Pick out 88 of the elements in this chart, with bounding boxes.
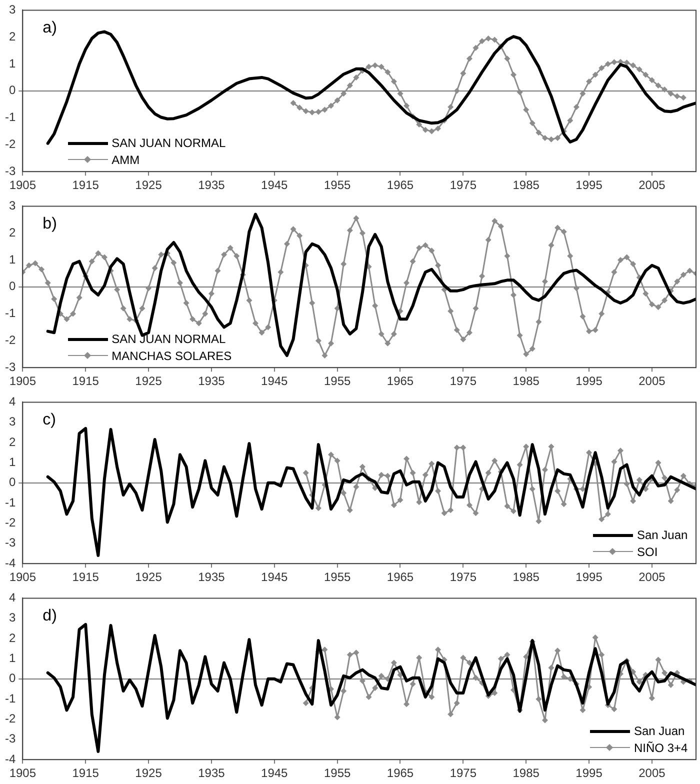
x-tick-label: 1965 bbox=[386, 178, 414, 192]
y-tick-label: 3 bbox=[8, 610, 16, 625]
x-tick-label: 1985 bbox=[512, 766, 540, 780]
x-tick-label: 1985 bbox=[512, 374, 540, 388]
x-tick-label: 1955 bbox=[324, 178, 351, 192]
y-tick-label: 1 bbox=[8, 252, 16, 266]
y-tick-label: 3 bbox=[8, 414, 16, 429]
x-tick-label: 1945 bbox=[261, 766, 288, 780]
y-tick-label: -1 bbox=[5, 495, 16, 510]
y-tick-label: -3 bbox=[5, 360, 16, 374]
y-tick-label: -1 bbox=[5, 306, 16, 320]
x-tick-label: 1915 bbox=[72, 374, 100, 388]
y-tick-label: 2 bbox=[8, 225, 16, 240]
x-tick-label: 1945 bbox=[261, 374, 288, 388]
x-tick-label: 1965 bbox=[386, 766, 414, 780]
x-tick-label: 1975 bbox=[450, 374, 477, 388]
y-tick-label: -4 bbox=[5, 752, 16, 766]
y-tick-label: -2 bbox=[5, 516, 16, 530]
y-tick-label: -2 bbox=[5, 712, 16, 726]
x-tick-label: 1995 bbox=[576, 766, 603, 780]
x-tick-label: 1985 bbox=[512, 178, 540, 192]
annotation: c) bbox=[42, 412, 56, 429]
y-tick-label: -4 bbox=[5, 556, 16, 570]
y-tick-label: 1 bbox=[8, 56, 16, 70]
x-tick-label: 1955 bbox=[324, 374, 351, 388]
y-tick-label: -1 bbox=[5, 110, 16, 124]
x-tick-label: 1935 bbox=[198, 570, 226, 584]
legend-label: San Juan bbox=[637, 526, 688, 544]
y-tick-label: 2 bbox=[8, 434, 16, 449]
x-tick-label: 1975 bbox=[450, 178, 477, 192]
x-tick-label: 1925 bbox=[135, 570, 162, 584]
x-tick-label: 1935 bbox=[198, 766, 226, 780]
x-tick-label: 1985 bbox=[512, 570, 540, 584]
legend-label: SOI bbox=[637, 544, 658, 561]
x-tick-label: 1905 bbox=[9, 178, 36, 192]
x-tick-label: 1905 bbox=[9, 766, 36, 780]
x-tick-label: 1955 bbox=[324, 570, 351, 584]
legend-label: SAN JUAN NORMAL bbox=[112, 134, 226, 152]
annotation: b) bbox=[42, 216, 57, 233]
y-tick-label: -2 bbox=[5, 137, 16, 152]
x-tick-label: 1935 bbox=[198, 374, 226, 388]
legend-label: MANCHAS SOLARES bbox=[112, 348, 232, 365]
x-tick-label: 1915 bbox=[72, 766, 100, 780]
x-tick-label: 1995 bbox=[576, 178, 603, 192]
legend-label: NIÑO 3+4 bbox=[634, 740, 688, 757]
x-tick-label: 1945 bbox=[261, 178, 288, 192]
y-tick-label: -1 bbox=[5, 691, 16, 706]
x-tick-label: 1975 bbox=[450, 570, 477, 584]
annotation: a) bbox=[42, 20, 57, 37]
x-tick-label: 1965 bbox=[386, 570, 414, 584]
x-tick-label: 1925 bbox=[135, 766, 162, 780]
x-tick-label: 1965 bbox=[386, 374, 414, 388]
x-tick-label: 1935 bbox=[198, 178, 226, 192]
x-tick-label: 1925 bbox=[135, 178, 162, 192]
y-tick-label: 0 bbox=[8, 83, 16, 98]
x-tick-label: 2005 bbox=[638, 766, 666, 780]
y-tick-label: 4 bbox=[8, 394, 16, 409]
y-tick-label: -3 bbox=[5, 732, 16, 746]
x-tick-label: 1995 bbox=[576, 374, 603, 388]
y-tick-label: -3 bbox=[5, 536, 16, 550]
y-tick-label: 2 bbox=[8, 29, 16, 44]
x-tick-label: 2005 bbox=[638, 178, 666, 192]
y-tick-label: -2 bbox=[5, 333, 16, 348]
x-tick-label: 1955 bbox=[324, 766, 351, 780]
y-tick-label: 3 bbox=[8, 198, 16, 213]
x-tick-label: 2005 bbox=[638, 570, 666, 584]
y-tick-label: -3 bbox=[5, 164, 16, 178]
x-tick-label: 1905 bbox=[9, 570, 36, 584]
annotation: d) bbox=[42, 608, 57, 625]
legend-label: AMM bbox=[112, 152, 140, 169]
x-tick-label: 1905 bbox=[9, 374, 36, 388]
x-tick-label: 2005 bbox=[638, 374, 666, 388]
x-tick-label: 1945 bbox=[261, 570, 288, 584]
y-tick-label: 0 bbox=[8, 671, 16, 686]
x-tick-label: 1975 bbox=[450, 766, 477, 780]
y-tick-label: 1 bbox=[8, 455, 16, 470]
legend-label: San Juan bbox=[634, 722, 685, 740]
y-tick-label: 0 bbox=[8, 475, 16, 490]
x-tick-label: 1915 bbox=[72, 570, 100, 584]
legend-label: SAN JUAN NORMAL bbox=[112, 330, 226, 348]
y-tick-label: 3 bbox=[8, 2, 16, 17]
y-tick-label: 4 bbox=[8, 590, 16, 605]
x-tick-label: 1995 bbox=[576, 570, 603, 584]
y-tick-label: 0 bbox=[8, 279, 16, 294]
x-tick-label: 1915 bbox=[72, 178, 100, 192]
y-tick-label: 1 bbox=[8, 651, 16, 666]
x-tick-label: 1925 bbox=[135, 374, 162, 388]
y-tick-label: 2 bbox=[8, 630, 16, 645]
